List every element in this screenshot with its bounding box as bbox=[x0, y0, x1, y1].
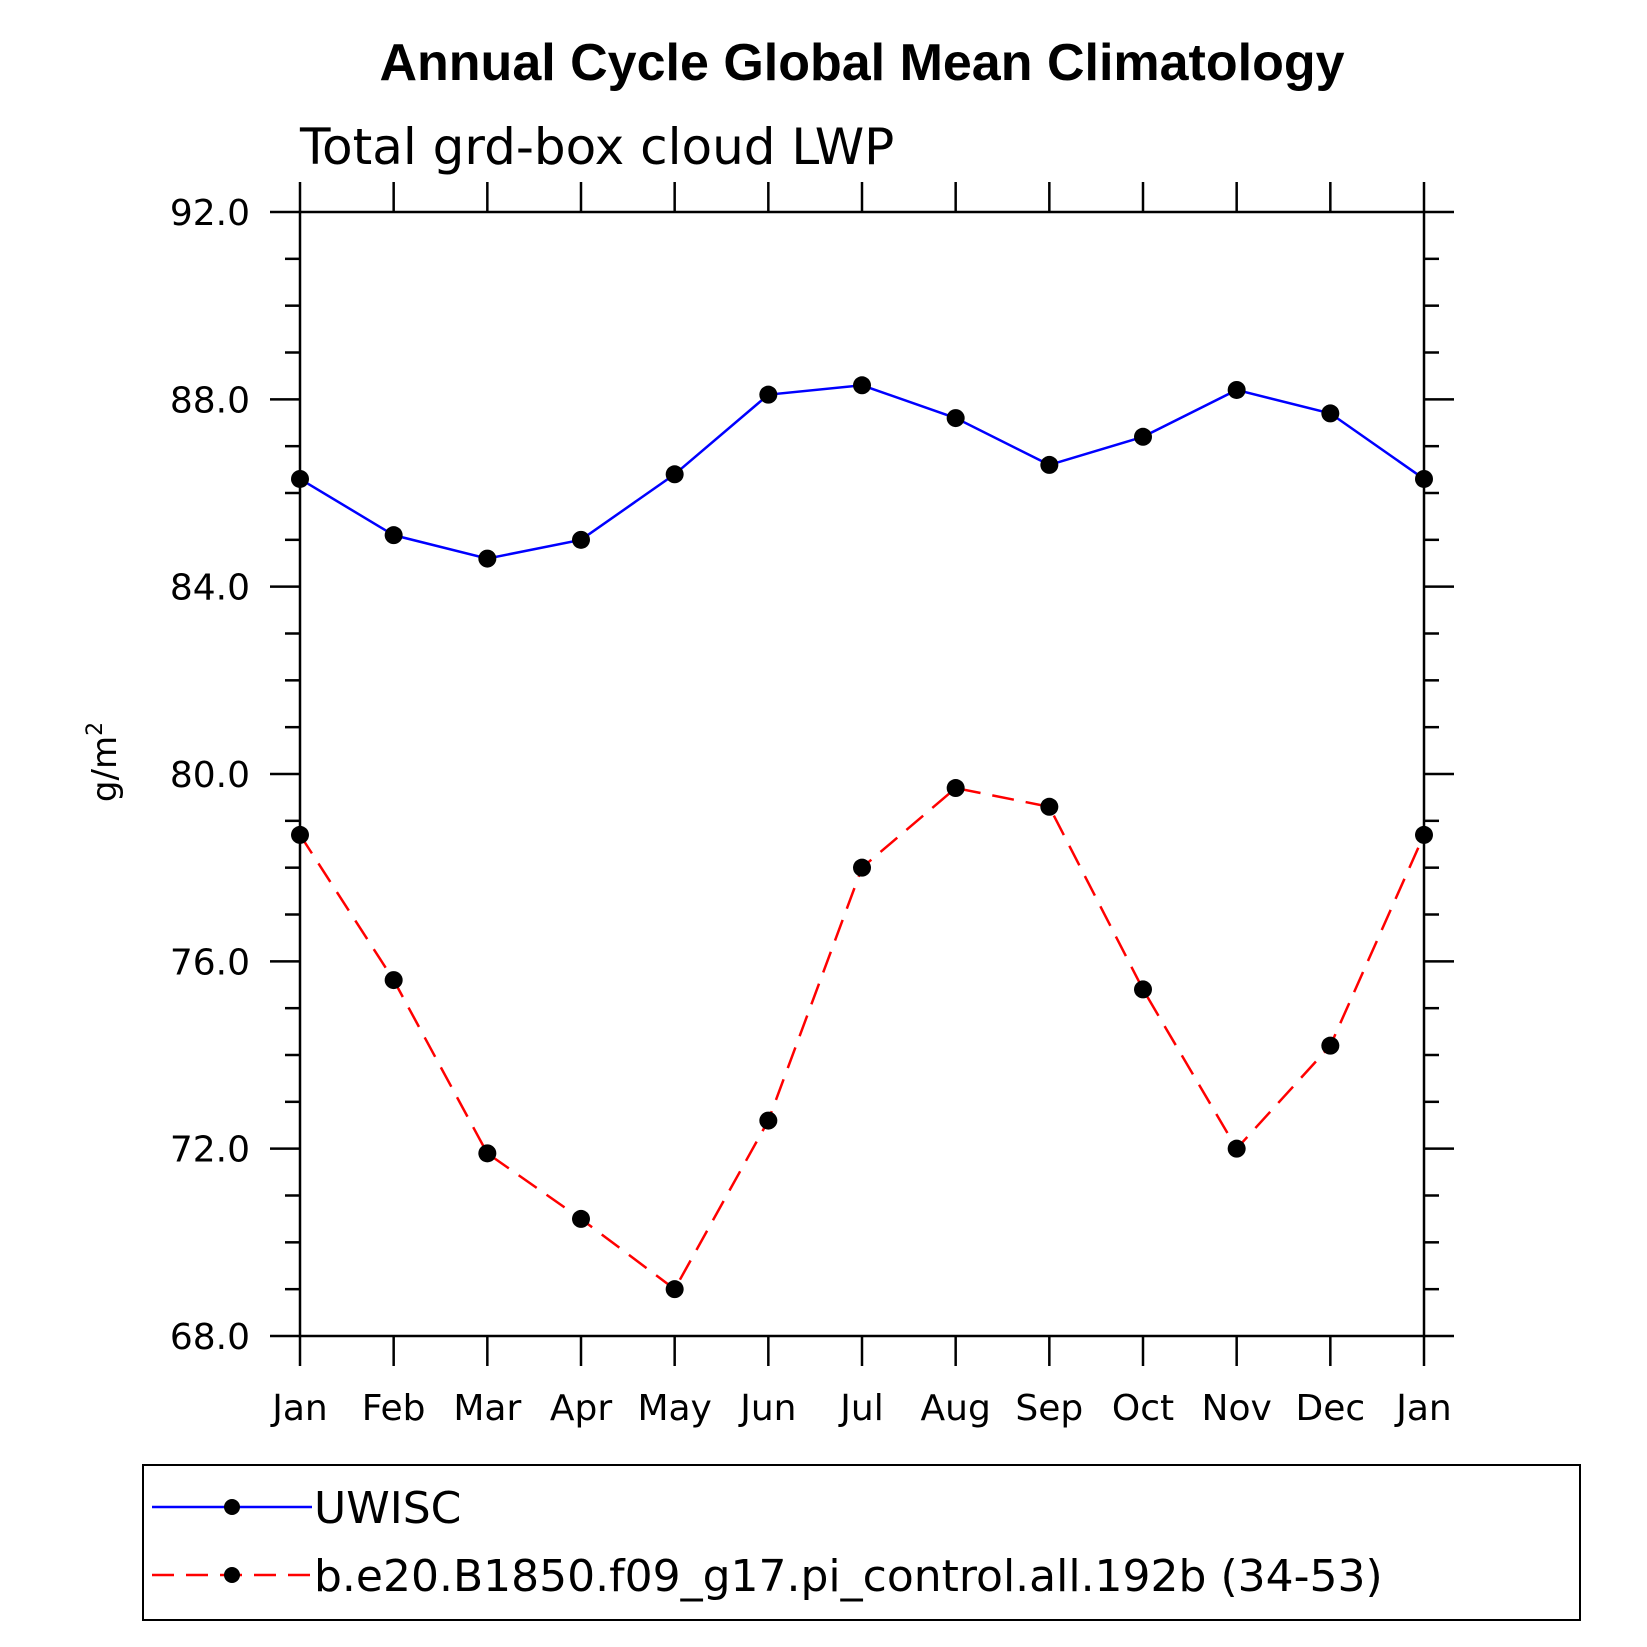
y-tick-label: 92.0 bbox=[170, 193, 250, 234]
x-tick-label: Sep bbox=[1015, 1388, 1083, 1429]
chart-subtitle: Total grd-box cloud LWP bbox=[299, 118, 894, 176]
x-tick-label: Dec bbox=[1295, 1388, 1365, 1429]
data-point bbox=[1134, 427, 1152, 446]
x-tick-label: Feb bbox=[362, 1388, 426, 1429]
y-tick-label: 76.0 bbox=[170, 942, 250, 983]
data-point bbox=[665, 465, 684, 484]
chart-title: Annual Cycle Global Mean Climatology bbox=[379, 34, 1344, 92]
x-tick-label: Apr bbox=[550, 1388, 612, 1429]
data-point bbox=[1227, 1139, 1246, 1158]
x-tick-label: Nov bbox=[1202, 1388, 1272, 1429]
data-point bbox=[1321, 1036, 1340, 1055]
y-axis-label-text: g/m bbox=[85, 736, 125, 802]
data-point bbox=[478, 1144, 497, 1163]
data-point bbox=[946, 779, 965, 798]
legend-box bbox=[142, 1464, 1581, 1621]
data-point bbox=[1415, 469, 1433, 488]
tick-labels: 92.0 88.0 84.0 80.0 76.0 72.0 68.0 Jan Feb Mar Apr… bbox=[170, 193, 1452, 1429]
y-tick-label: 68.0 bbox=[170, 1317, 250, 1358]
data-point bbox=[665, 1280, 684, 1299]
y-tick-label: 72.0 bbox=[170, 1130, 250, 1171]
data-point bbox=[759, 385, 778, 404]
x-tick-label: Jun bbox=[738, 1388, 796, 1429]
data-point bbox=[1040, 797, 1059, 816]
data-point bbox=[1321, 404, 1340, 423]
data-point bbox=[572, 530, 590, 549]
data-point bbox=[1227, 380, 1246, 399]
data-point bbox=[384, 526, 403, 545]
legend-label: b.e20.B1850.f09_g17.pi_control.all.192b … bbox=[314, 1551, 1383, 1602]
x-tick-label: Aug bbox=[921, 1388, 991, 1429]
series-layer bbox=[291, 376, 1433, 1299]
data-point bbox=[853, 376, 871, 395]
data-point bbox=[478, 549, 497, 568]
legend-marker bbox=[224, 1499, 240, 1515]
data-point bbox=[291, 825, 309, 844]
svg-text:g/m2: g/m2 bbox=[83, 722, 125, 802]
data-point bbox=[1415, 825, 1433, 844]
y-axis-label: g/m2 bbox=[83, 722, 125, 802]
legend-label: UWISC bbox=[314, 1483, 461, 1534]
y-tick-label: 88.0 bbox=[170, 380, 250, 421]
data-point bbox=[291, 469, 309, 488]
legend-item-1: UWISC bbox=[152, 1483, 461, 1534]
series-2 bbox=[291, 779, 1433, 1299]
x-tick-label: Jul bbox=[838, 1388, 883, 1429]
x-tick-label: Jan bbox=[270, 1388, 328, 1429]
data-point bbox=[946, 409, 965, 428]
data-point bbox=[853, 858, 871, 877]
legend-marker bbox=[224, 1567, 240, 1583]
x-tick-label: May bbox=[637, 1388, 711, 1429]
data-point bbox=[1134, 980, 1152, 999]
y-tick-label: 84.0 bbox=[170, 568, 250, 609]
axis-ticks bbox=[270, 182, 1454, 1366]
series-line bbox=[299, 384, 1425, 560]
data-point bbox=[759, 1111, 778, 1130]
legend-item-2: b.e20.B1850.f09_g17.pi_control.all.192b … bbox=[152, 1551, 1383, 1602]
legend: UWISC b.e20.B1850.f09_g17.pi_control.all.… bbox=[152, 1483, 1383, 1602]
data-point bbox=[1040, 455, 1059, 474]
data-point bbox=[572, 1209, 590, 1228]
x-tick-label: Jan bbox=[1394, 1388, 1452, 1429]
y-tick-label: 80.0 bbox=[170, 755, 250, 796]
data-point bbox=[384, 971, 403, 990]
x-tick-label: Oct bbox=[1112, 1388, 1174, 1429]
y-axis-label-superscript: 2 bbox=[83, 722, 108, 736]
series-1 bbox=[291, 376, 1433, 568]
x-tick-label: Mar bbox=[453, 1388, 521, 1429]
